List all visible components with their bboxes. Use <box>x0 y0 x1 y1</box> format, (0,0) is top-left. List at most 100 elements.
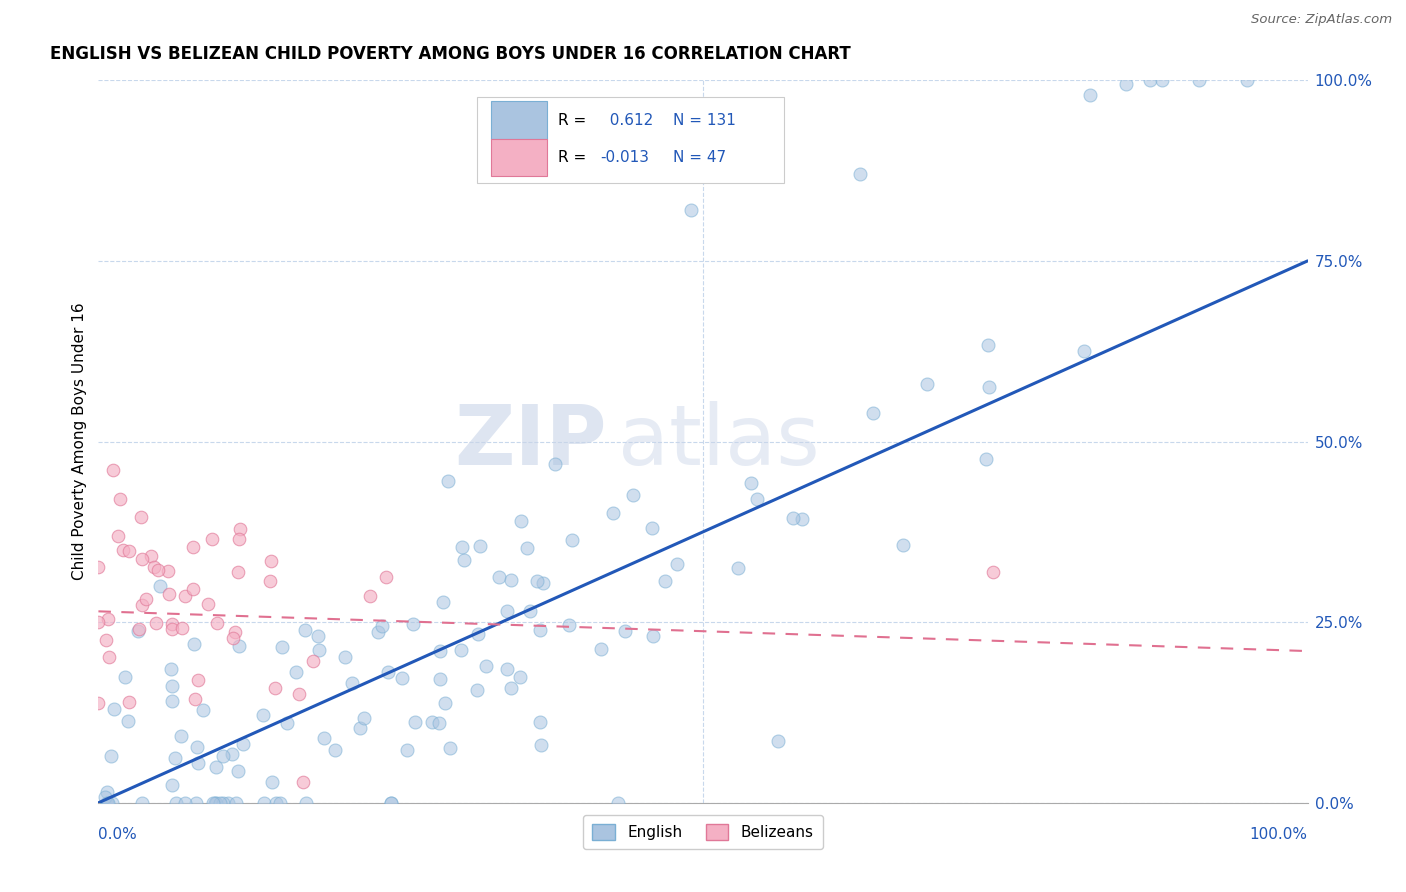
Text: R =: R = <box>558 112 586 128</box>
Point <box>212 749 235 764</box>
Point <box>427 715 450 730</box>
Point <box>148 563 170 577</box>
Point <box>641 629 664 643</box>
Point <box>530 738 553 752</box>
Point <box>131 796 153 810</box>
Point <box>915 377 938 392</box>
Point <box>217 796 239 810</box>
FancyBboxPatch shape <box>477 97 785 183</box>
Point <box>981 565 1004 579</box>
Point <box>1078 87 1101 102</box>
Point <box>295 796 318 810</box>
Point <box>561 533 583 547</box>
Point <box>117 714 139 729</box>
Point <box>591 642 613 657</box>
Point <box>197 597 219 611</box>
Point <box>679 203 702 218</box>
Point <box>165 751 187 765</box>
Point <box>529 623 551 637</box>
Point <box>294 623 316 637</box>
Point <box>228 639 250 653</box>
Point <box>103 701 125 715</box>
Point <box>621 488 644 502</box>
Point <box>162 694 184 708</box>
Point <box>377 665 399 680</box>
Point <box>170 729 193 743</box>
Point <box>181 541 204 555</box>
Point <box>225 796 247 810</box>
Point <box>429 673 451 687</box>
Point <box>526 574 548 588</box>
Point <box>367 625 389 640</box>
Point <box>465 683 488 698</box>
Point <box>160 662 183 676</box>
Point <box>222 631 245 645</box>
Text: Source: ZipAtlas.com: Source: ZipAtlas.com <box>1251 13 1392 27</box>
Point <box>766 733 789 747</box>
Point <box>533 576 555 591</box>
Point <box>429 644 451 658</box>
Point <box>174 796 197 810</box>
Point <box>129 510 152 524</box>
Point <box>475 659 498 673</box>
Point <box>529 715 551 730</box>
Point <box>142 560 165 574</box>
Point <box>496 604 519 618</box>
Text: R =: R = <box>558 150 586 165</box>
Point <box>1139 73 1161 87</box>
Point <box>509 669 531 683</box>
Point <box>253 796 276 810</box>
Point <box>1188 73 1211 87</box>
Point <box>977 338 1000 352</box>
Point <box>510 515 533 529</box>
Point <box>181 582 204 596</box>
Text: -0.013: -0.013 <box>600 150 650 165</box>
Point <box>160 679 183 693</box>
Point <box>269 796 291 810</box>
Point <box>284 665 307 680</box>
Point <box>342 675 364 690</box>
Point <box>371 619 394 633</box>
Point <box>157 587 180 601</box>
Point <box>380 796 402 810</box>
Point <box>292 774 315 789</box>
Point <box>264 796 287 810</box>
Point <box>276 716 298 731</box>
Point <box>1073 343 1095 358</box>
Point <box>453 552 475 566</box>
Point <box>96 796 118 810</box>
Point <box>108 492 131 507</box>
Point <box>782 511 804 525</box>
Point <box>226 764 249 779</box>
Text: N = 47: N = 47 <box>672 150 725 165</box>
Point <box>666 557 689 571</box>
Y-axis label: Child Poverty Among Boys Under 16: Child Poverty Among Boys Under 16 <box>72 302 87 581</box>
Point <box>404 714 426 729</box>
Point <box>745 492 768 507</box>
Point <box>160 617 183 632</box>
Point <box>307 629 329 643</box>
Point <box>395 743 418 757</box>
Point <box>519 604 541 618</box>
Point <box>131 552 153 566</box>
Point <box>654 574 676 589</box>
Point <box>1115 77 1137 91</box>
Point <box>232 737 254 751</box>
Point <box>87 615 110 629</box>
Point <box>323 743 346 757</box>
Point <box>186 739 208 754</box>
Point <box>224 625 246 640</box>
Point <box>187 673 209 688</box>
Point <box>172 621 194 635</box>
Point <box>259 574 281 589</box>
Point <box>727 561 749 575</box>
Point <box>148 579 170 593</box>
Point <box>450 643 472 657</box>
Point <box>496 662 519 676</box>
Point <box>96 796 118 810</box>
Point <box>375 570 398 584</box>
Point <box>201 532 224 546</box>
Point <box>221 747 243 762</box>
Point <box>1152 73 1174 87</box>
Point <box>468 539 491 553</box>
